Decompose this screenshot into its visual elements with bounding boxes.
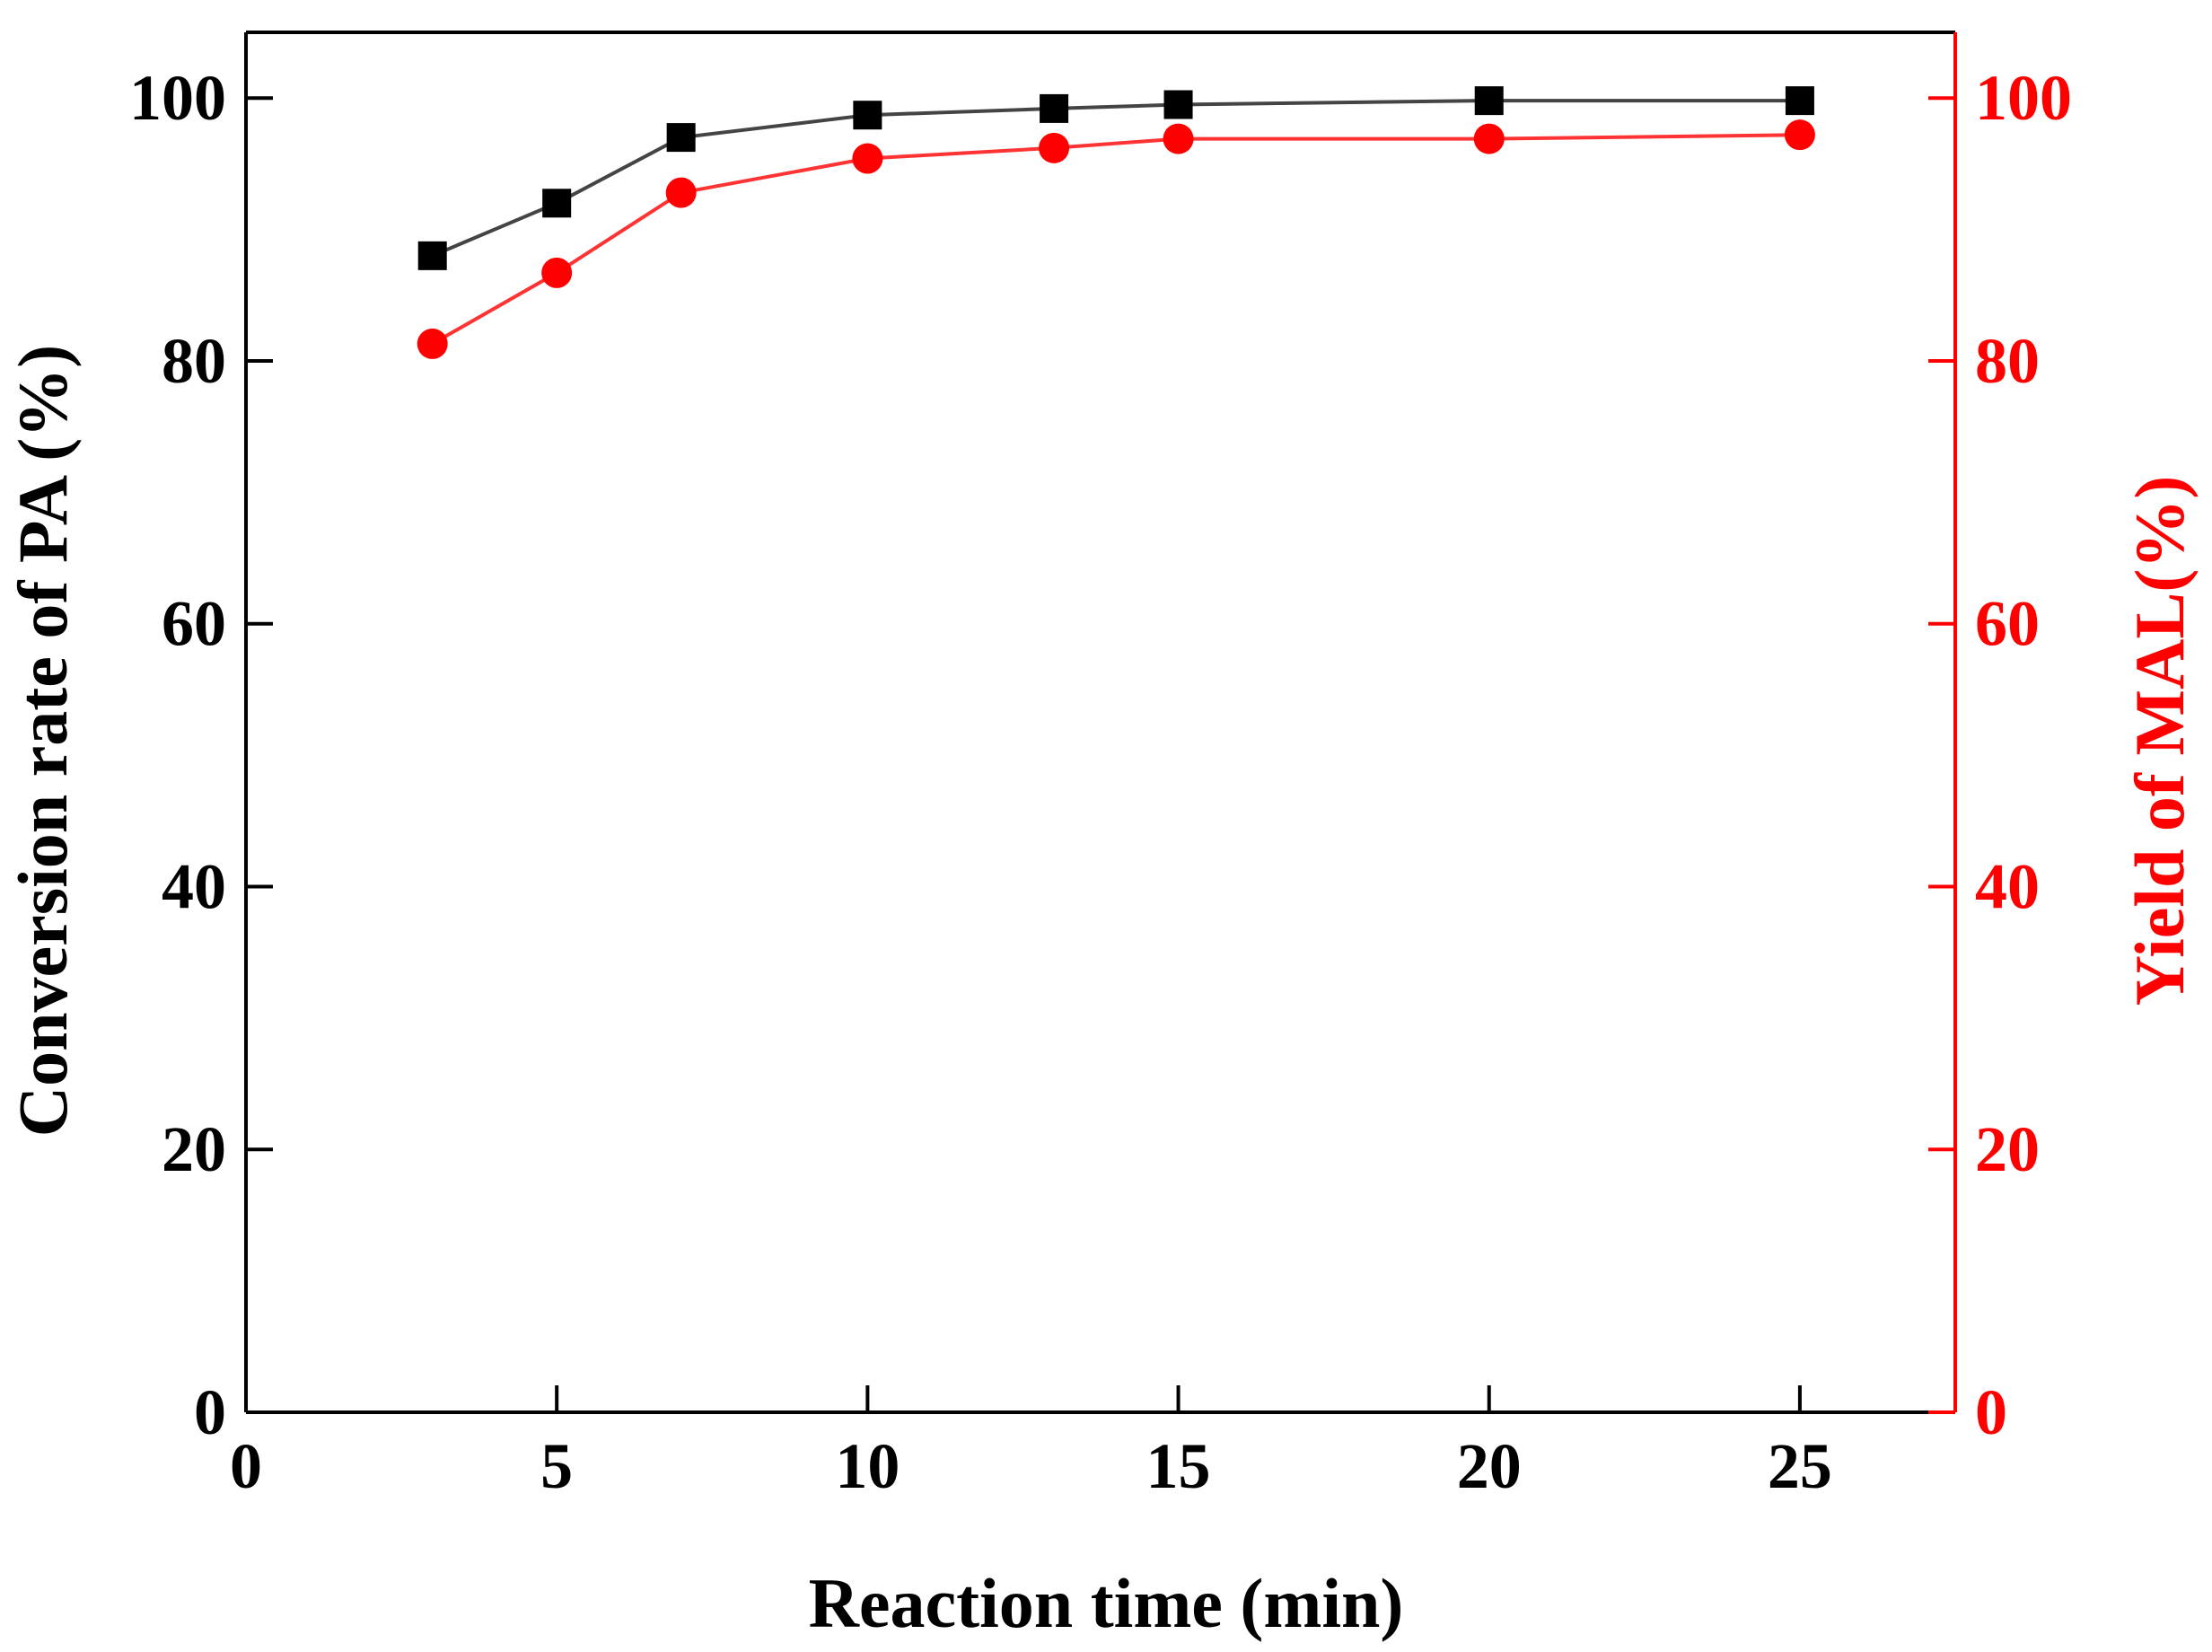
- y-right-tick-label-60: 60: [1975, 588, 2040, 660]
- yield-point-7: [665, 177, 697, 208]
- y-right-tick-label-0: 0: [1975, 1376, 2007, 1448]
- y-axis-right: 0 20 40 60 80 100: [1928, 62, 2072, 1448]
- y-left-tick-label-40: 40: [162, 850, 226, 922]
- yield-point-5: [541, 257, 573, 288]
- conversion-point-3: [417, 241, 447, 270]
- conversion-point-25: [1785, 86, 1814, 116]
- x-tick-label-15: 15: [1146, 1430, 1211, 1502]
- conversion-series-line: [431, 99, 1800, 258]
- yield-series-line: [431, 133, 1800, 346]
- yield-point-10: [852, 143, 883, 174]
- y-right-tick-label-80: 80: [1975, 325, 2040, 397]
- x-tick-label-20: 20: [1457, 1430, 1522, 1502]
- x-tick-label-5: 5: [540, 1430, 573, 1502]
- x-tick-label-0: 0: [230, 1430, 262, 1502]
- y-left-tick-label-100: 100: [129, 62, 226, 134]
- yield-point-13: [1039, 132, 1070, 163]
- y-left-tick-label-60: 60: [162, 588, 226, 660]
- yield-point-15: [1163, 123, 1194, 154]
- y-right-tick-label-40: 40: [1975, 850, 2040, 922]
- x-tick-label-10: 10: [835, 1430, 900, 1502]
- conversion-point-7: [666, 123, 696, 153]
- yield-point-3: [417, 328, 448, 359]
- y-left-tick-label-80: 80: [162, 325, 226, 397]
- y-left-tick-label-0: 0: [194, 1376, 226, 1448]
- yield-point-25: [1784, 119, 1815, 151]
- x-axis: 0 5 10 15 20 25: [230, 1385, 1832, 1502]
- x-tick-label-25: 25: [1768, 1430, 1832, 1502]
- y-right-tick-label-100: 100: [1975, 62, 2072, 134]
- conversion-point-15: [1163, 90, 1193, 119]
- y-left-tick-label-20: 20: [162, 1113, 226, 1185]
- conversion-point-20: [1474, 86, 1504, 116]
- y-right-tick-label-20: 20: [1975, 1113, 2040, 1185]
- series-layer: [417, 86, 1815, 359]
- y-axis-right-title: Yield of MAL(%): [2120, 476, 2199, 1006]
- conversion-point-5: [542, 189, 572, 218]
- y-axis-left-title: Conversion rate of PA (%): [4, 345, 82, 1137]
- plot-frame: [244, 31, 1957, 1414]
- yield-point-20: [1473, 123, 1505, 154]
- y-axis-left: 0 20 40 60 80 100: [129, 62, 273, 1448]
- conversion-point-10: [853, 101, 882, 130]
- x-axis-title: Reaction time (min): [809, 1564, 1404, 1642]
- conversion-point-13: [1040, 93, 1069, 123]
